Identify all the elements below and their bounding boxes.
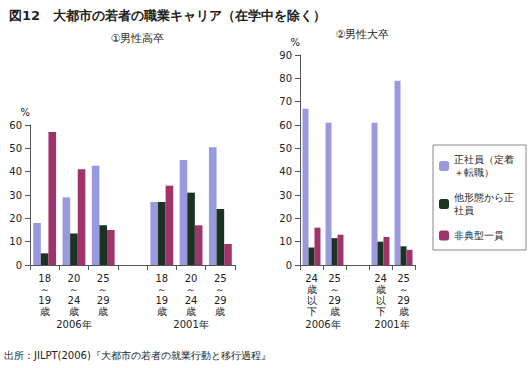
svg-text:24: 24	[374, 273, 387, 284]
svg-text:非典型一貫: 非典型一貫	[454, 230, 504, 241]
svg-text:下: 下	[307, 306, 317, 317]
svg-text:歳: 歳	[40, 306, 50, 317]
svg-text:25: 25	[97, 273, 110, 284]
svg-text:0: 0	[16, 260, 22, 271]
svg-text:24: 24	[185, 295, 198, 306]
svg-text:0: 0	[286, 260, 292, 271]
svg-text:①男性高卒: ①男性高卒	[111, 32, 165, 45]
svg-text:24: 24	[305, 273, 318, 284]
svg-text:29: 29	[397, 295, 410, 306]
svg-text:～: ～	[215, 284, 225, 295]
svg-text:②男性大卒: ②男性大卒	[336, 28, 390, 41]
svg-text:29: 29	[328, 295, 341, 306]
svg-text:～: ～	[40, 284, 50, 295]
svg-text:80: 80	[279, 73, 292, 84]
svg-text:20: 20	[279, 213, 292, 224]
svg-text:出所：JILPT(2006)『大都市の若者の就業行動と移行過: 出所：JILPT(2006)『大都市の若者の就業行動と移行過程』	[4, 350, 271, 361]
svg-text:10: 10	[9, 236, 22, 247]
svg-text:40: 40	[9, 166, 22, 177]
svg-text:正社員（定着: 正社員（定着	[454, 154, 514, 165]
svg-text:60: 60	[9, 120, 22, 131]
svg-text:29: 29	[214, 295, 227, 306]
svg-text:2001年: 2001年	[173, 319, 208, 330]
svg-text:30: 30	[279, 190, 292, 201]
svg-text:50: 50	[279, 143, 292, 154]
svg-text:20: 20	[68, 273, 81, 284]
svg-text:歳: 歳	[399, 306, 409, 317]
svg-text:歳: 歳	[330, 306, 340, 317]
svg-text:社員: 社員	[454, 205, 474, 216]
svg-text:25: 25	[397, 273, 410, 284]
svg-text:29: 29	[97, 295, 110, 306]
svg-text:～: ～	[69, 284, 79, 295]
svg-text:20: 20	[185, 273, 198, 284]
svg-text:60: 60	[279, 120, 292, 131]
svg-text:図12 大都市の若者の職業キャリア（在学中を除く）: 図12 大都市の若者の職業キャリア（在学中を除く）	[9, 8, 326, 23]
svg-text:40: 40	[279, 166, 292, 177]
svg-text:18: 18	[38, 273, 51, 284]
svg-text:19: 19	[38, 295, 51, 306]
svg-text:～: ～	[399, 284, 409, 295]
svg-text:～: ～	[186, 284, 196, 295]
svg-text:19: 19	[155, 295, 168, 306]
svg-text:歳: 歳	[215, 306, 225, 317]
svg-text:歳: 歳	[186, 306, 196, 317]
svg-text:%: %	[20, 107, 30, 118]
svg-text:歳: 歳	[98, 306, 108, 317]
svg-text:25: 25	[328, 273, 341, 284]
svg-text:20: 20	[9, 213, 22, 224]
svg-text:18: 18	[155, 273, 168, 284]
svg-text:歳: 歳	[376, 284, 386, 295]
svg-text:歳: 歳	[69, 306, 79, 317]
svg-text:他形態から正: 他形態から正	[454, 192, 514, 203]
svg-text:＋転職）: ＋転職）	[454, 167, 494, 178]
svg-text:24: 24	[68, 295, 81, 306]
svg-text:下: 下	[376, 306, 386, 317]
svg-text:25: 25	[214, 273, 227, 284]
svg-text:～: ～	[157, 284, 167, 295]
svg-text:～: ～	[330, 284, 340, 295]
svg-text:歳: 歳	[307, 284, 317, 295]
svg-text:50: 50	[9, 143, 22, 154]
svg-text:2001年: 2001年	[374, 319, 409, 330]
svg-text:90: 90	[279, 50, 292, 61]
svg-text:70: 70	[279, 96, 292, 107]
svg-text:2006年: 2006年	[305, 319, 340, 330]
svg-text:歳: 歳	[157, 306, 167, 317]
svg-text:以: 以	[376, 295, 386, 306]
svg-text:30: 30	[9, 190, 22, 201]
svg-text:以: 以	[307, 295, 317, 306]
svg-text:～: ～	[98, 284, 108, 295]
svg-text:2006年: 2006年	[56, 319, 91, 330]
svg-text:10: 10	[279, 236, 292, 247]
svg-text:%: %	[290, 37, 300, 48]
